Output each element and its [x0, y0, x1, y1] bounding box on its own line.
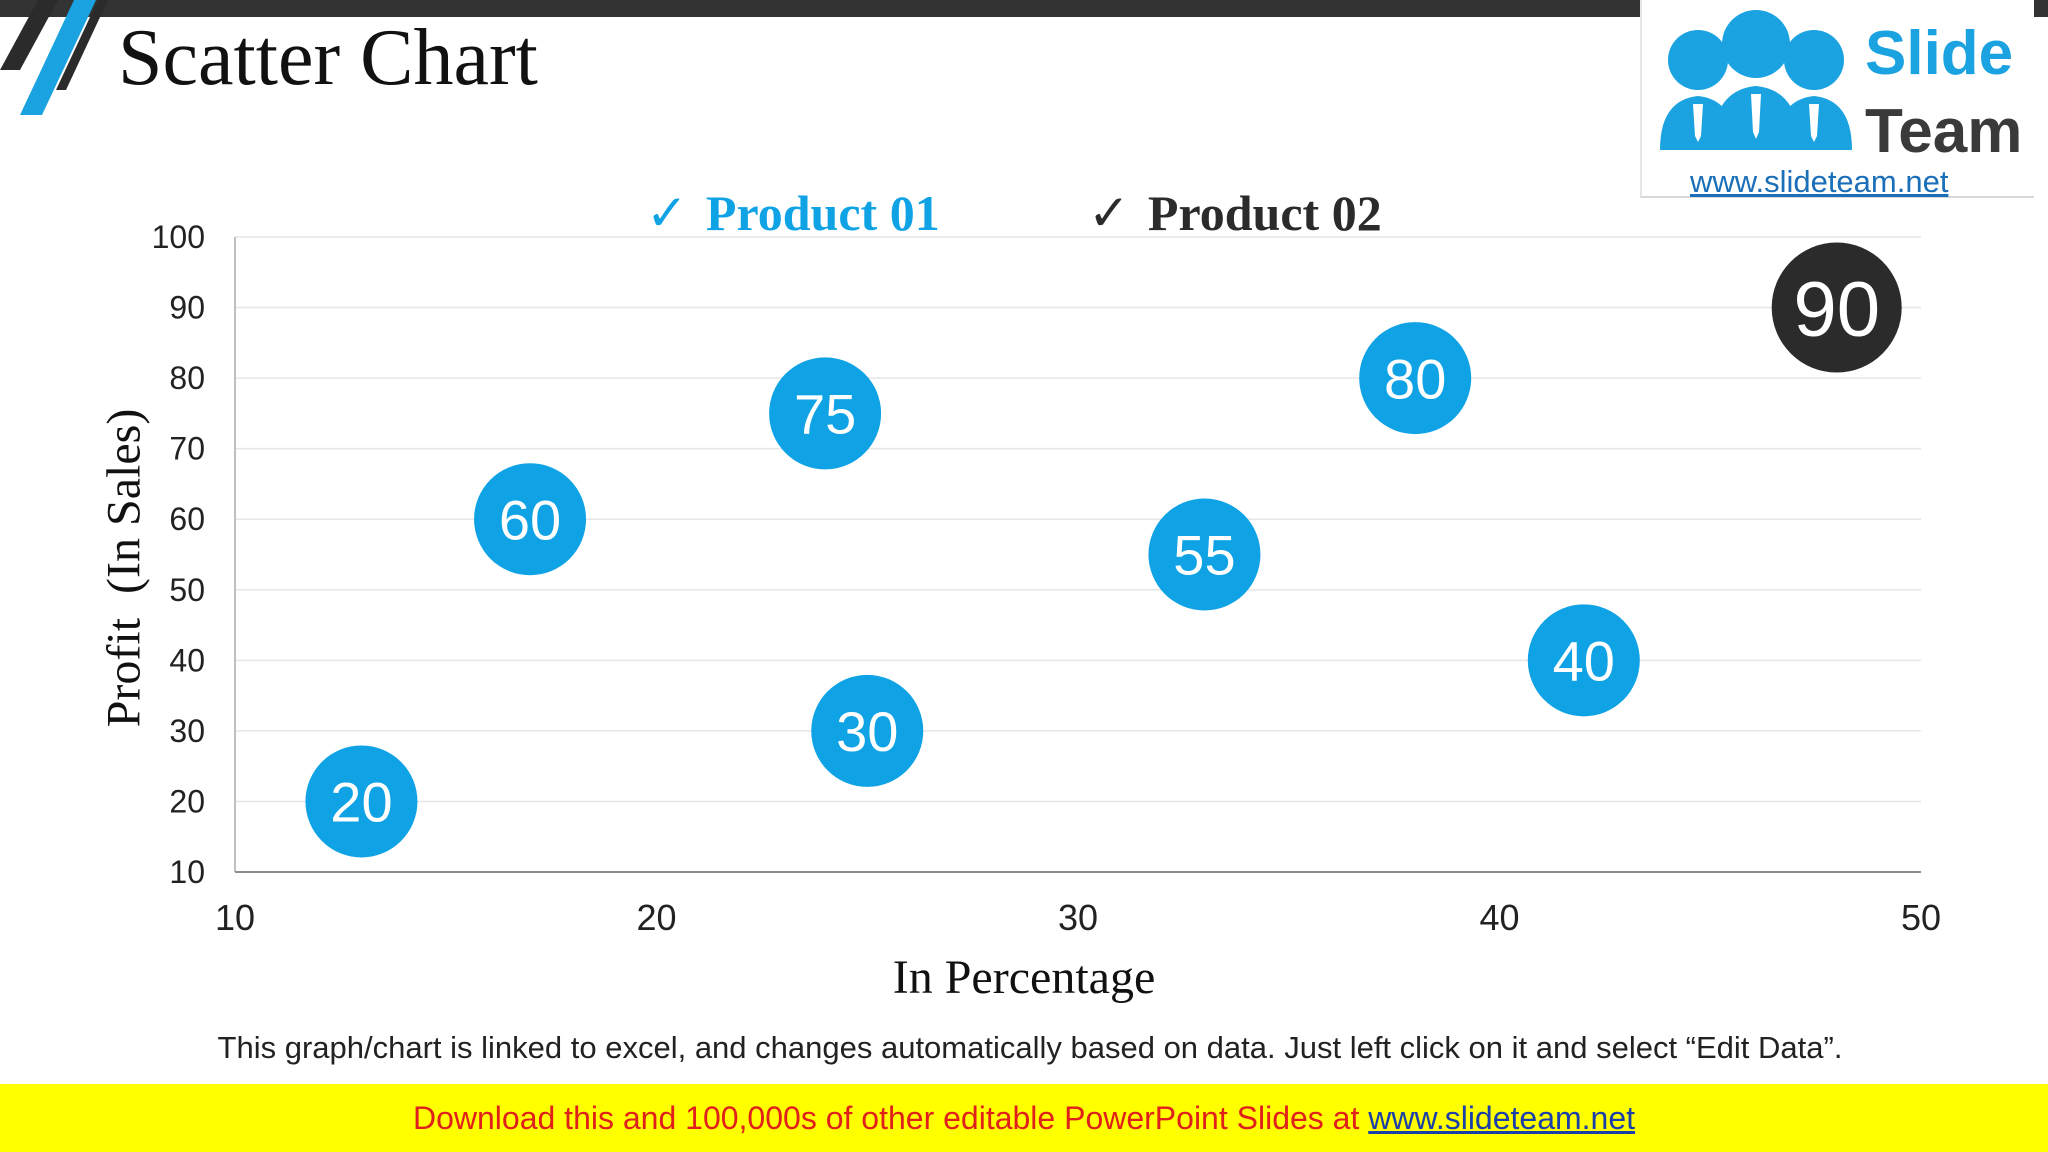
data-point[interactable] — [474, 463, 587, 576]
data-label: 30 — [836, 700, 898, 763]
data-label: 90 — [1793, 265, 1880, 353]
y-tick-label: 40 — [169, 642, 205, 678]
x-tick-label: 50 — [1901, 897, 1941, 938]
x-tick-label: 20 — [636, 897, 676, 938]
data-label: 75 — [794, 383, 856, 446]
banner-link[interactable]: www.slideteam.net — [1368, 1100, 1636, 1136]
y-tick-label: 20 — [169, 783, 205, 819]
y-tick-label: 80 — [169, 360, 205, 396]
y-axis-label: Profit (In Sales) — [97, 408, 151, 728]
legend-item-product-02[interactable]: ✓ Product 02 — [1088, 188, 1382, 238]
y-tick-label: 50 — [169, 572, 205, 608]
logo-url-link[interactable]: www.slideteam.net — [1690, 164, 1949, 199]
data-point[interactable] — [1771, 242, 1902, 373]
x-axis-label: In Percentage — [892, 951, 1156, 1004]
x-tick-label: 10 — [215, 897, 255, 938]
data-point[interactable] — [811, 674, 924, 787]
top-bar — [0, 0, 2048, 17]
download-banner: Download this and 100,000s of other edit… — [0, 1084, 2048, 1152]
y-tick-label: 90 — [169, 290, 205, 326]
data-point[interactable] — [1148, 498, 1261, 611]
data-point[interactable] — [769, 357, 882, 470]
data-label: 55 — [1173, 524, 1235, 587]
page-title: Scatter Chart — [118, 14, 538, 102]
data-label: 40 — [1553, 629, 1615, 692]
legend-label: Product 01 — [705, 185, 940, 241]
y-tick-label: 60 — [169, 501, 205, 537]
x-tick-label: 40 — [1479, 897, 1519, 938]
legend-item-product-01[interactable]: ✓ Product 01 — [646, 188, 940, 238]
check-icon: ✓ — [646, 185, 688, 241]
footnote: This graph/chart is linked to excel, and… — [217, 1030, 1843, 1065]
data-label: 60 — [499, 488, 561, 551]
title-accent-slashes — [0, 0, 108, 115]
y-tick-label: 70 — [169, 431, 205, 467]
logo-text-team: Team — [1865, 97, 2023, 166]
banner-text: Download this and 100,000s of other edit… — [412, 1100, 1369, 1136]
data-point[interactable] — [305, 745, 418, 858]
legend-label: Product 02 — [1147, 185, 1382, 241]
x-tick-label: 30 — [1058, 897, 1098, 938]
data-point[interactable] — [1527, 604, 1640, 717]
data-label: 20 — [330, 771, 392, 834]
check-icon: ✓ — [1088, 185, 1130, 241]
logo-text-slide: Slide — [1865, 19, 2014, 88]
data-point[interactable] — [1359, 322, 1472, 435]
people-icon — [1660, 10, 1852, 150]
y-tick-label: 30 — [169, 713, 205, 749]
y-tick-label: 100 — [152, 219, 205, 255]
data-label: 80 — [1384, 347, 1446, 410]
slideteam-logo: Slide Team www.slideteam.net — [1640, 0, 2034, 199]
scatter-chart[interactable]: 10 20 30 40 50 60 70 80 90 100 10 20 30 40 50 20 60 75 30 5… — [0, 0, 2048, 1084]
y-tick-label: 10 — [169, 854, 205, 890]
